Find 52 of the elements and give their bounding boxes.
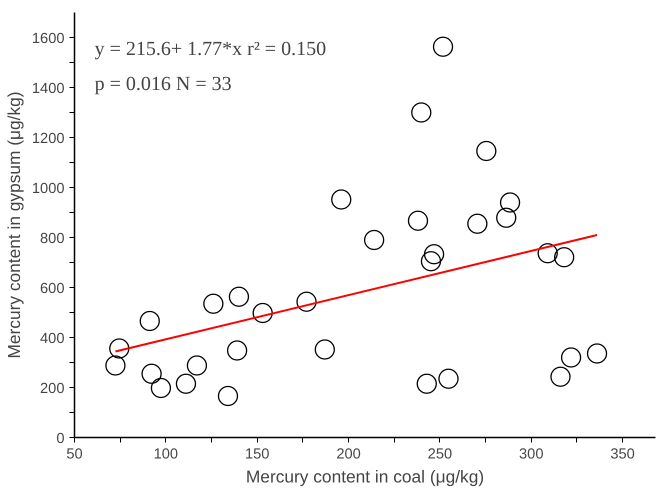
y-tick-label: 600: [40, 281, 65, 297]
point: [432, 36, 454, 57]
y-tick-label: 400: [40, 331, 65, 347]
point: [438, 368, 459, 389]
point: [496, 208, 516, 228]
y-tick-label: 1600: [32, 31, 65, 47]
point: [538, 243, 558, 264]
point: [186, 355, 208, 376]
point: [226, 340, 248, 361]
point: [411, 102, 432, 123]
point: [218, 386, 238, 406]
point: [109, 338, 130, 359]
y-tick-label: 1000: [32, 181, 65, 197]
point: [476, 140, 496, 162]
x-tick-label: 250: [428, 446, 452, 462]
point: [560, 347, 582, 368]
point: [550, 366, 571, 387]
point: [203, 294, 224, 314]
point: [314, 339, 335, 360]
y-tick-label: 0: [56, 431, 65, 447]
y-tick-label: 1200: [32, 131, 65, 147]
point: [416, 374, 437, 394]
y-axis-title: Mercury content in gypsum (μg/kg): [4, 91, 24, 359]
x-tick-label: 350: [610, 446, 635, 462]
x-tick-label: 200: [336, 446, 361, 462]
annotation: y = 215.6+ 1.77*x r² = 0.150: [94, 38, 326, 60]
point: [408, 210, 428, 231]
point: [296, 292, 317, 312]
point: [141, 364, 162, 384]
point: [140, 310, 160, 332]
y-tick-label: 800: [40, 231, 65, 247]
point: [586, 343, 608, 364]
point: [554, 247, 574, 268]
point: [228, 286, 250, 307]
point: [105, 355, 126, 376]
point: [500, 192, 520, 213]
x-tick-label: 50: [66, 446, 83, 462]
point: [424, 244, 444, 264]
point: [252, 302, 273, 324]
point: [467, 214, 488, 234]
point: [331, 189, 352, 210]
y-tick-label: 1400: [32, 81, 65, 97]
x-tick-label: 150: [244, 446, 270, 462]
x-tick-label: 100: [154, 446, 178, 462]
point: [364, 230, 384, 250]
annotation: p = 0.016 N = 33: [94, 73, 232, 95]
point: [420, 251, 442, 272]
x-tick-label: 300: [519, 446, 544, 462]
point: [176, 374, 196, 394]
y-tick-label: 200: [40, 381, 65, 397]
point: [150, 378, 172, 398]
x-axis-title: Mercury content in coal (μg/kg): [246, 466, 484, 486]
